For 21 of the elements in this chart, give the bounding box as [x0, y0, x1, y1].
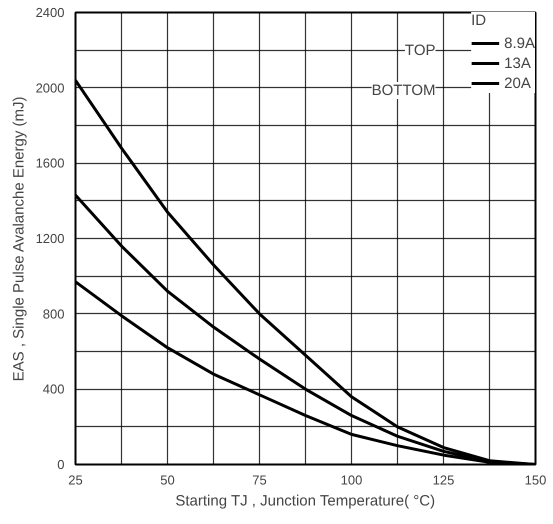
x-tick-label: 125 [432, 472, 454, 488]
y-tick-label: 0 [57, 457, 65, 472]
y-tick-label: 800 [42, 306, 65, 322]
x-tick-label: 50 [160, 472, 175, 488]
legend-label: 13A [504, 54, 531, 73]
x-tick-label: 100 [340, 472, 362, 488]
legend-label: 20A [504, 74, 531, 93]
x-tick-label: 25 [68, 472, 83, 488]
legend-label: 8.9A [504, 34, 535, 53]
x-axis-title: Starting TJ , Junction Temperature( °C) [175, 492, 436, 510]
y-tick-label: 1200 [36, 231, 64, 246]
y-tick-label: 2000 [36, 80, 64, 96]
annotation: TOP [404, 42, 436, 59]
y-tick-label: 2400 [36, 5, 64, 20]
y-tick-label: 400 [42, 382, 65, 397]
x-tick-label: 150 [524, 472, 546, 488]
x-tick-label: 75 [252, 472, 267, 488]
y-axis-title: EAS , Single Pulse Avalanche Energy (mJ) [10, 96, 28, 382]
y-tick-label: 1600 [36, 156, 64, 171]
legend-title: ID [471, 12, 488, 29]
annotation: BOTTOM [372, 82, 436, 99]
